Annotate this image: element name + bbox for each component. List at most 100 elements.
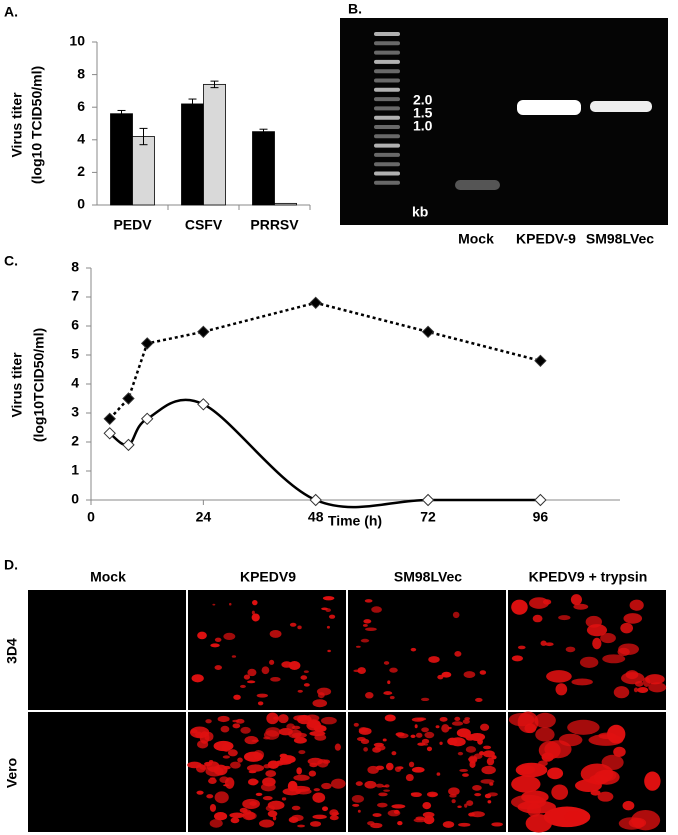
stained-cell — [482, 745, 492, 750]
stained-cell — [468, 756, 478, 762]
stained-cell — [472, 784, 482, 791]
stained-cell — [304, 714, 320, 722]
stained-cell — [633, 687, 639, 693]
stained-cell — [437, 674, 444, 680]
stained-cell — [223, 632, 236, 641]
stained-cell — [426, 746, 433, 752]
stained-cell — [297, 689, 303, 693]
stained-cell — [229, 812, 245, 819]
stained-cell — [613, 746, 626, 757]
bar — [203, 83, 226, 206]
stained-cell — [618, 643, 640, 655]
stained-cell — [405, 773, 414, 782]
stained-cell — [362, 624, 368, 627]
stained-cell — [246, 764, 265, 772]
ladder-band — [374, 171, 400, 176]
stained-cell — [487, 800, 492, 804]
marker — [421, 325, 435, 339]
dna-smear — [455, 180, 500, 190]
stained-cell — [415, 732, 423, 738]
stained-cell — [206, 794, 214, 799]
stained-cell — [352, 803, 360, 807]
stained-cell — [230, 817, 240, 824]
stained-cell — [515, 762, 548, 778]
error-bar — [117, 109, 126, 118]
stained-cell — [312, 699, 328, 708]
stained-cell — [384, 784, 390, 788]
marker-label: 2.0 — [413, 92, 433, 108]
stained-cell — [291, 785, 311, 793]
stained-cell — [213, 740, 234, 752]
stained-cell — [411, 766, 425, 773]
lane-label: Mock — [458, 231, 494, 247]
stained-cell — [274, 761, 284, 766]
stained-cell — [262, 777, 276, 787]
stained-cell — [252, 599, 258, 606]
column-label: SM98LVec — [394, 569, 462, 585]
stained-cell — [320, 716, 337, 725]
marker — [103, 427, 116, 440]
stained-cell — [623, 613, 643, 624]
stained-cell — [303, 670, 309, 673]
x-tick-label: 0 — [87, 509, 95, 525]
marker — [103, 412, 116, 426]
stained-cell — [360, 638, 370, 643]
stained-cell — [589, 774, 609, 785]
stained-cell — [441, 724, 450, 733]
stained-cell — [357, 667, 366, 675]
stained-cell — [452, 611, 460, 619]
stained-cell — [255, 780, 259, 784]
stained-cell — [293, 715, 308, 721]
stained-cell — [256, 693, 269, 698]
stained-cell — [328, 614, 336, 619]
x-axis-label: Time (h) — [328, 513, 382, 529]
stained-cell — [273, 716, 279, 720]
ladder-band — [374, 106, 400, 111]
bar — [132, 136, 155, 206]
stained-cell — [364, 599, 373, 603]
stained-cell — [389, 667, 398, 673]
stained-cell — [378, 792, 388, 797]
stained-cell — [300, 675, 308, 680]
stained-cell — [253, 749, 265, 760]
stained-cell — [535, 727, 555, 742]
stained-cell — [414, 724, 418, 729]
y-tick-label: 2 — [71, 433, 79, 449]
stained-cell — [355, 645, 361, 648]
stained-cell — [480, 723, 490, 731]
stained-cell — [262, 796, 273, 801]
stained-cell — [208, 777, 217, 785]
stained-cell — [298, 750, 306, 755]
stained-cell — [372, 813, 382, 817]
stained-cell — [309, 821, 322, 827]
stained-cell — [189, 726, 210, 739]
stained-cell — [544, 740, 572, 759]
column-label: KPEDV9 + trypsin — [529, 569, 648, 585]
stained-cell — [383, 691, 393, 695]
stained-cell — [247, 778, 259, 786]
stained-cell — [308, 770, 317, 777]
stained-cell — [555, 683, 568, 696]
stained-cell — [317, 692, 325, 699]
column-label: Mock — [90, 569, 126, 585]
stained-cell — [567, 719, 600, 735]
stained-cell — [597, 791, 614, 802]
ladder-band — [374, 152, 400, 157]
stained-cell — [371, 606, 382, 613]
stained-cell — [205, 719, 212, 724]
stained-cell — [383, 789, 390, 792]
stained-cell — [213, 812, 228, 821]
stained-cell — [622, 800, 635, 811]
lane-label: KPEDV-9 — [516, 231, 576, 247]
stained-cell — [306, 720, 322, 731]
stained-cell — [353, 722, 359, 727]
stained-cell — [579, 656, 599, 668]
stained-cell — [222, 755, 230, 759]
stained-cell — [391, 751, 397, 756]
y-tick-label: 8 — [77, 65, 85, 81]
stained-cell — [385, 762, 394, 771]
stained-cell — [214, 665, 223, 670]
stained-cell — [571, 678, 593, 686]
stained-cell — [387, 809, 401, 817]
stained-cell — [410, 734, 416, 738]
